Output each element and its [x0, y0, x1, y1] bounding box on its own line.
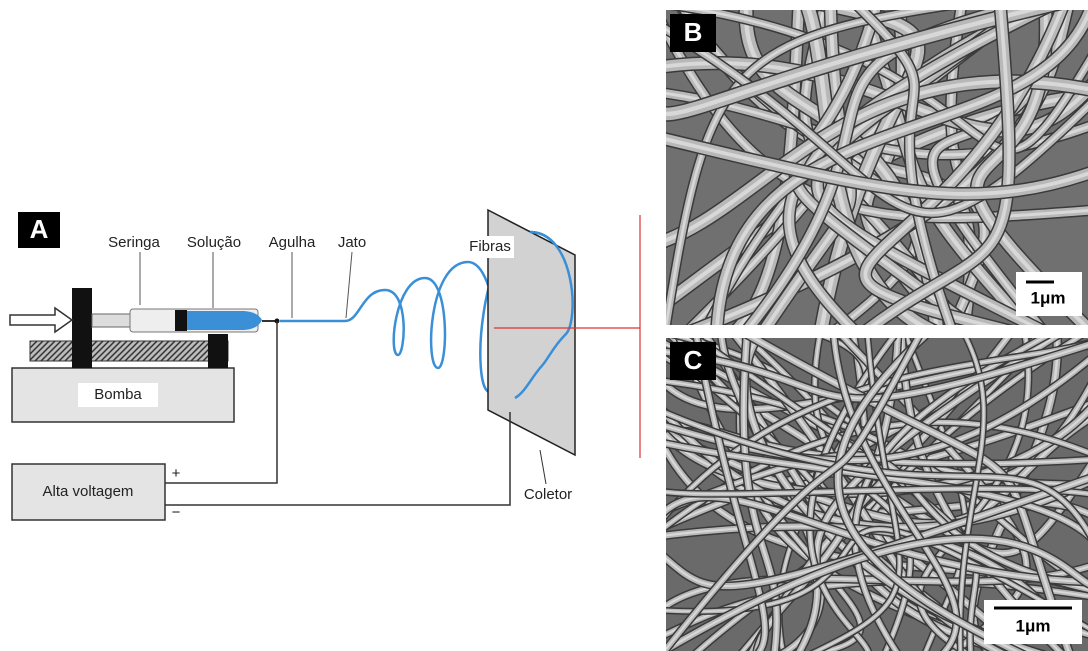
syringe-label: Seringa [108, 234, 160, 251]
fibers-label: Fibras [469, 238, 511, 255]
post [72, 288, 92, 368]
negative-sign: − [172, 504, 181, 521]
collector-label: Coletor [524, 486, 572, 503]
solution [185, 311, 262, 330]
solution-label: Solução [187, 234, 241, 251]
pump-label: Bomba [94, 386, 142, 403]
positive-sign: + [172, 465, 181, 482]
figure: A Bomba Alta voltagem + − Coletor Serin [0, 0, 1088, 651]
scale-bar-label: 1μm [1016, 616, 1051, 635]
post [208, 334, 228, 368]
power-supply-label: Alta voltagem [43, 483, 134, 500]
scale-bar-label: 1μm [1031, 288, 1066, 307]
leader-line [346, 252, 352, 318]
panel-label: A [30, 214, 49, 244]
jet-label: Jato [338, 234, 366, 251]
panel-label: B [684, 17, 703, 47]
wire-negative [165, 412, 510, 505]
needle-label: Agulha [269, 234, 316, 251]
panel-label: C [684, 345, 703, 375]
sem-image: B 1μm [646, 0, 1088, 345]
ring [175, 310, 187, 331]
setup-diagram: A Bomba Alta voltagem + − Coletor Serin [10, 210, 640, 521]
sem-image: C 1μm [646, 318, 1088, 651]
screw [30, 341, 228, 361]
leader-line [540, 450, 546, 484]
push-arrow [10, 308, 72, 332]
